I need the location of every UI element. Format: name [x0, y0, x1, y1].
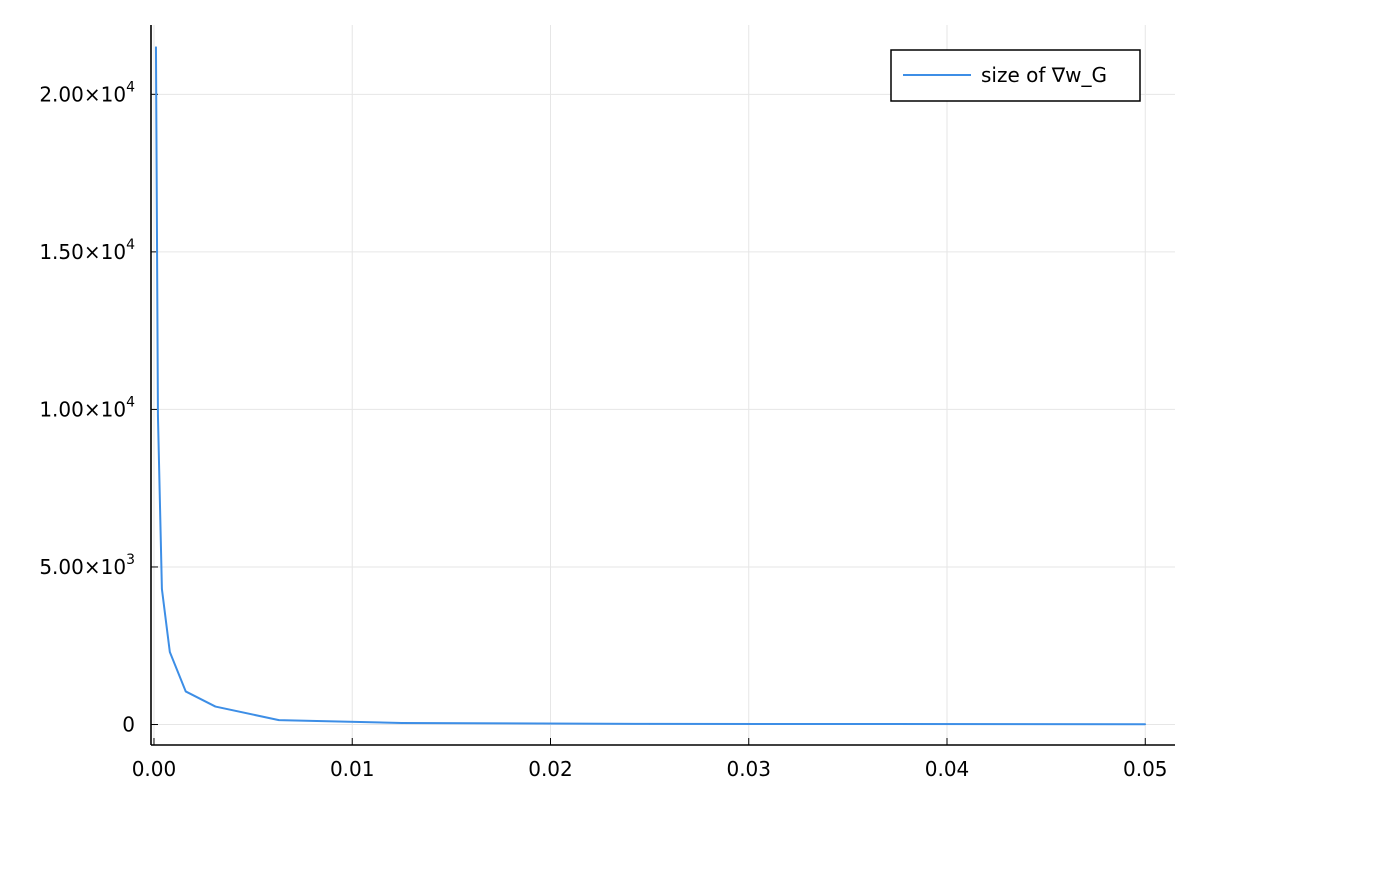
x-tick-label: 0.01 — [330, 757, 375, 781]
data-point — [169, 651, 171, 653]
series-line — [154, 47, 1146, 726]
tick-marks — [151, 93, 1146, 745]
y-tick-label: 2.00×104 — [39, 79, 135, 106]
y-tick-mantissa: 0 — [122, 713, 135, 737]
y-tick-label: 1.00×104 — [39, 394, 135, 421]
y-tick-mantissa: 2.00×10 — [39, 82, 126, 106]
legend: size of ∇w_G — [890, 49, 1141, 102]
y-tick-label: 0 — [122, 713, 135, 737]
y-tick-label: 5.00×103 — [39, 552, 135, 579]
grid — [151, 25, 1175, 745]
data-point — [157, 414, 159, 417]
legend-label: size of ∇w_G — [981, 63, 1107, 87]
y-tick-exponent: 4 — [126, 394, 135, 410]
data-point — [1144, 723, 1147, 726]
data-point — [400, 722, 403, 724]
data-point — [278, 719, 280, 721]
x-tick-label: 0.05 — [1123, 757, 1168, 781]
y-tick-label: 1.50×104 — [39, 237, 135, 264]
y-tick-mantissa: 1.00×10 — [39, 397, 126, 421]
series — [154, 46, 1147, 726]
data-point — [214, 705, 217, 708]
data-point — [648, 723, 651, 725]
data-point — [161, 588, 163, 590]
data-point — [184, 690, 187, 693]
x-tick-label: 0.00 — [132, 757, 177, 781]
y-tick-exponent: 4 — [126, 79, 135, 95]
x-tick-label: 0.04 — [925, 757, 970, 781]
tick-labels: 0.00 0.01 0.02 0.03 0.04 0.05 0 5.00×103 1.00×10… — [39, 79, 1167, 781]
y-tick-exponent: 3 — [126, 552, 135, 568]
y-tick-exponent: 4 — [126, 237, 135, 253]
axes — [150, 25, 1175, 746]
x-tick-label: 0.03 — [726, 757, 771, 781]
x-tick-label: 0.02 — [528, 757, 573, 781]
data-point — [155, 46, 157, 48]
y-tick-mantissa: 1.50×10 — [39, 240, 126, 264]
y-tick-mantissa: 5.00×10 — [39, 555, 126, 579]
